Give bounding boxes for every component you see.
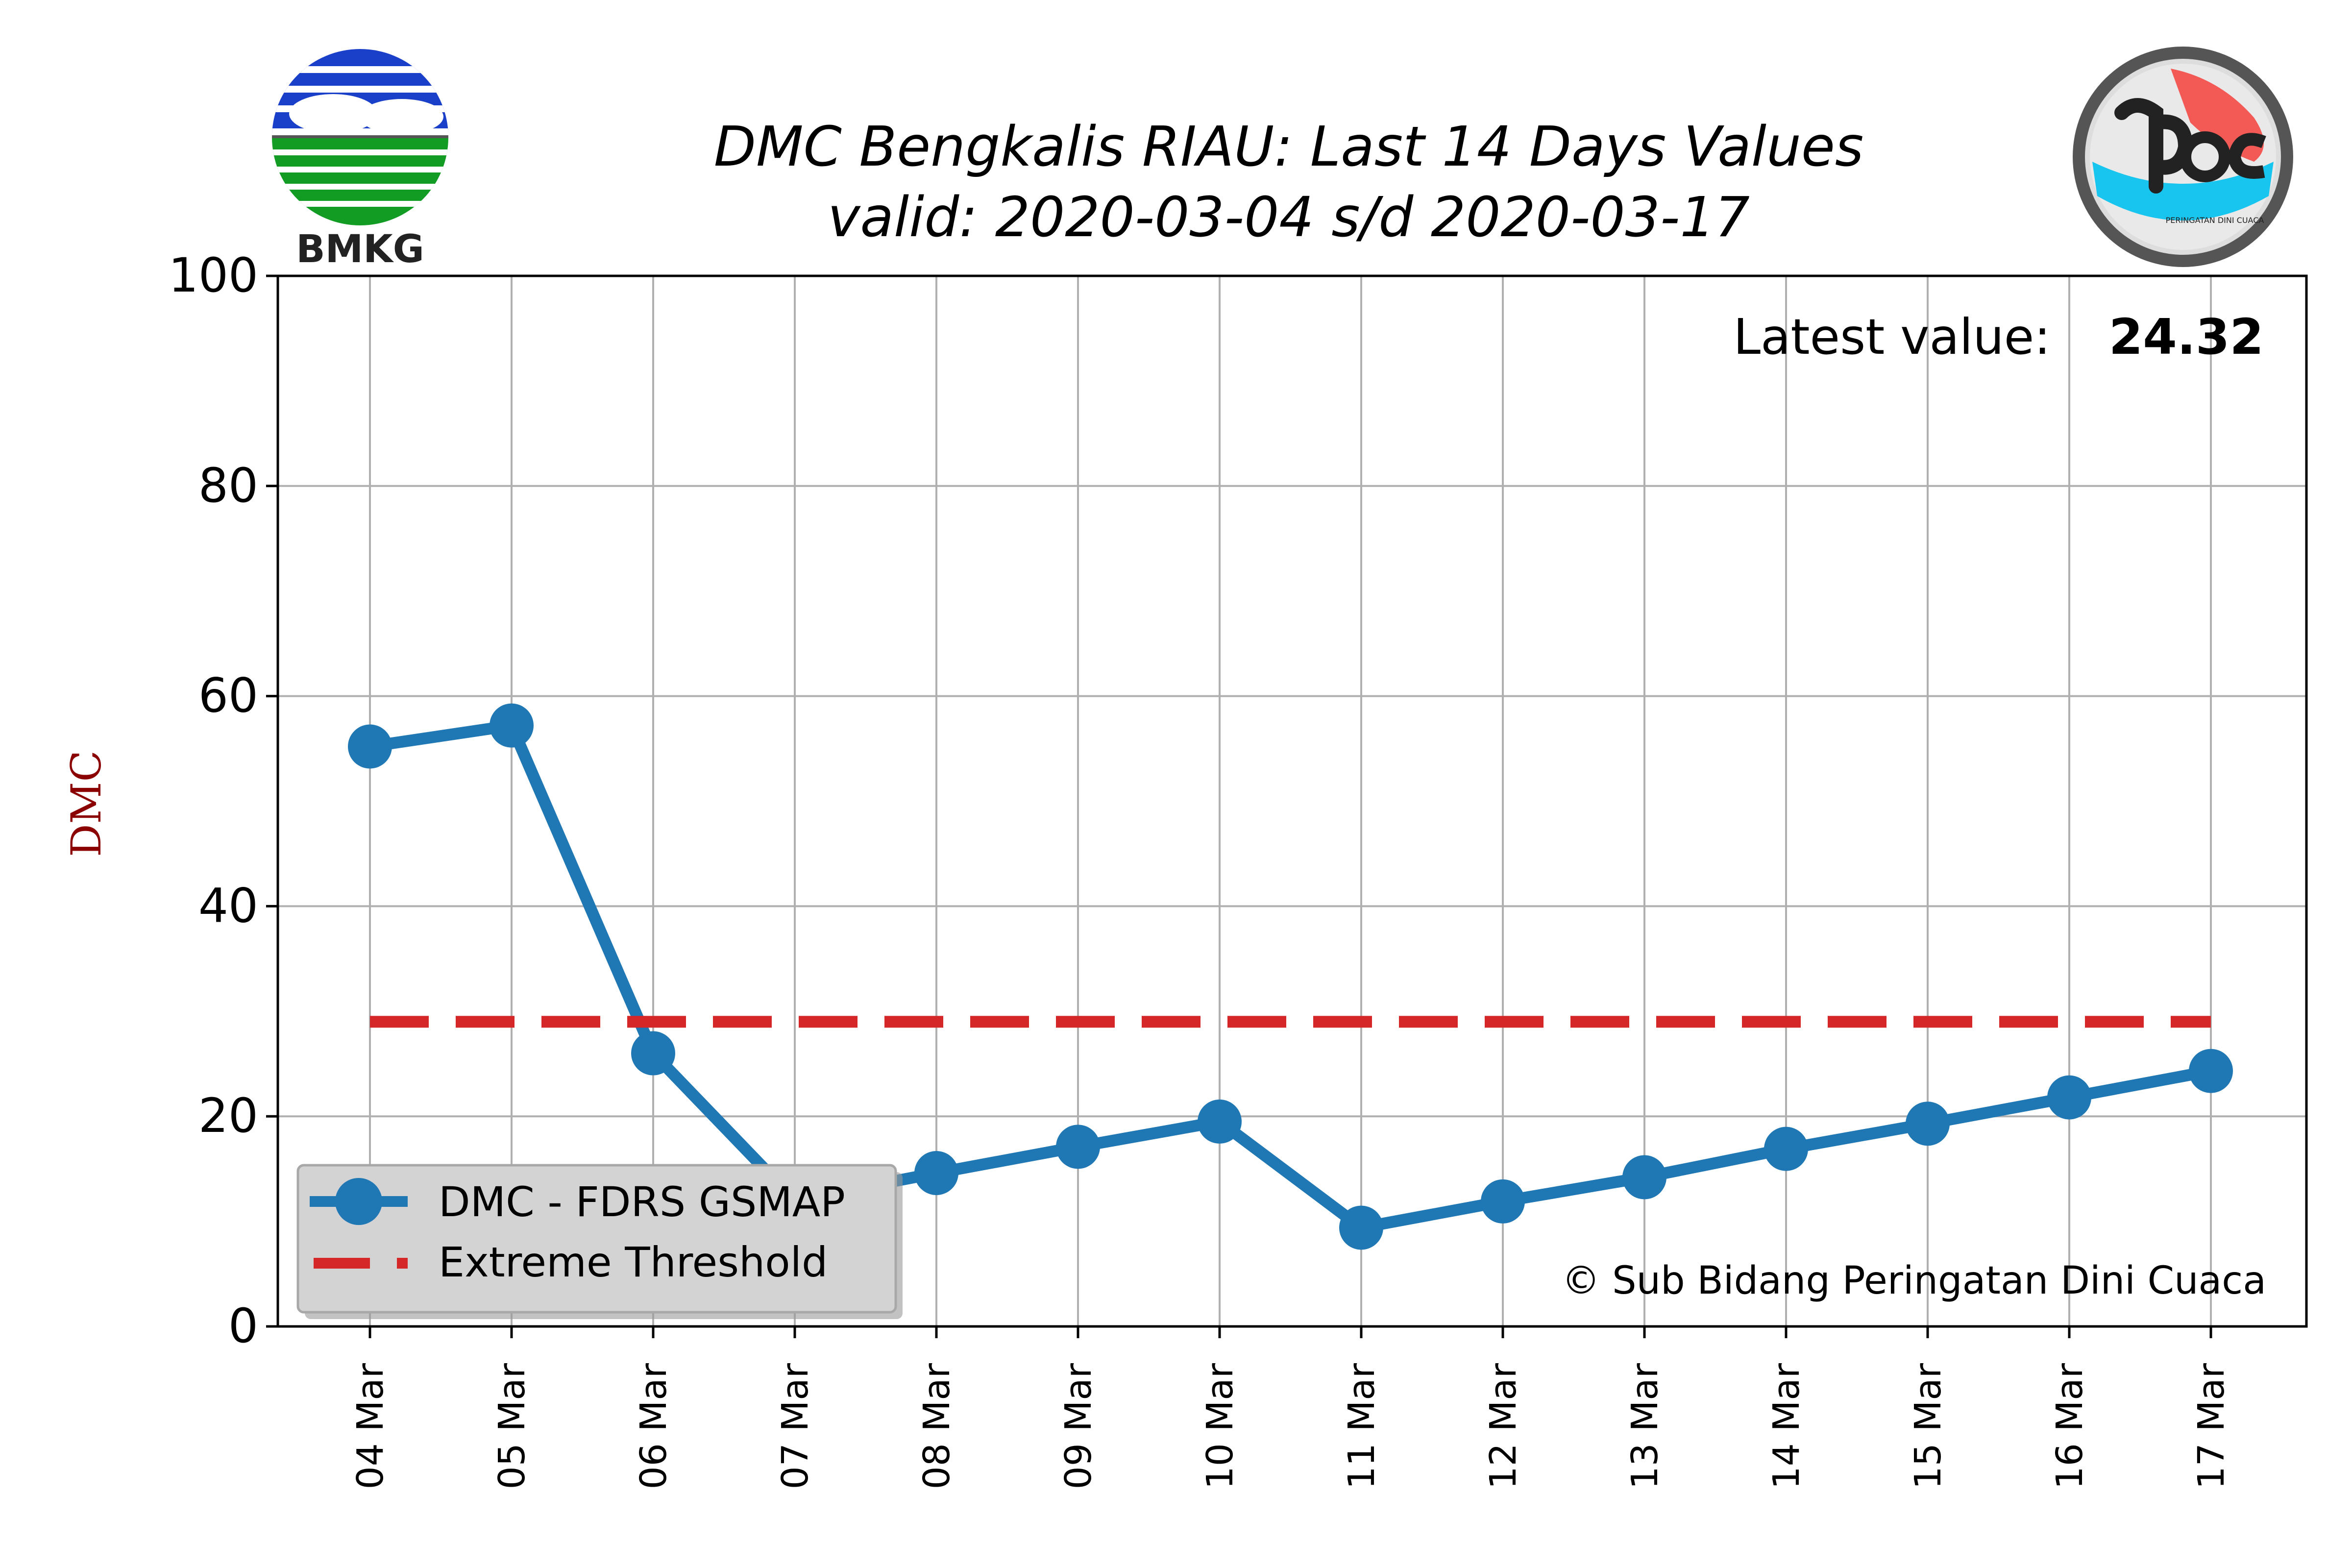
data-point-dmc xyxy=(1764,1127,1808,1171)
data-point-dmc xyxy=(2189,1049,2233,1093)
data-point-dmc xyxy=(348,724,392,769)
bmkg-logo-text: BMKG xyxy=(296,227,424,271)
data-point-dmc xyxy=(1906,1102,1950,1146)
x-tick-label: 14 Mar xyxy=(1765,1363,1808,1489)
x-tick-label: 06 Mar xyxy=(633,1363,675,1489)
data-point-dmc xyxy=(1481,1179,1525,1224)
chart-title: DMC Bengkalis RIAU: Last 14 Days Values xyxy=(714,115,1864,179)
latest-value-number: 24.32 xyxy=(2109,308,2264,366)
plot-frame xyxy=(276,274,2308,1328)
pdc-logo-text: PERINGATAN DINI CUACA xyxy=(2166,216,2264,225)
x-tick-label: 07 Mar xyxy=(774,1363,816,1489)
series-layer xyxy=(348,703,2233,1250)
x-tick-label: 15 Mar xyxy=(1907,1363,1949,1489)
y-axis-label: DMC xyxy=(62,750,110,857)
x-tick-label: 11 Mar xyxy=(1341,1363,1383,1489)
x-tick-label: 09 Mar xyxy=(1057,1363,1100,1489)
data-point-dmc xyxy=(490,703,534,748)
x-tick-label: 05 Mar xyxy=(491,1363,533,1489)
legend-marker-dmc xyxy=(335,1178,382,1225)
y-tick-label: 80 xyxy=(198,458,258,513)
data-point-dmc xyxy=(1339,1205,1383,1250)
y-tick-label: 20 xyxy=(198,1088,258,1143)
x-tick-label: 08 Mar xyxy=(916,1363,958,1489)
x-tick-label: 13 Mar xyxy=(1624,1363,1666,1489)
legend-label-threshold: Extreme Threshold xyxy=(439,1238,828,1286)
y-tick-label: 100 xyxy=(169,248,258,303)
data-point-dmc xyxy=(2047,1075,2091,1120)
y-tick-label: 60 xyxy=(198,668,258,723)
data-point-dmc xyxy=(631,1031,675,1076)
credit-text: © Sub Bidang Peringatan Dini Cuaca xyxy=(1562,1259,2266,1303)
x-tick-label: 10 Mar xyxy=(1199,1363,1241,1489)
x-tick-label: 16 Mar xyxy=(2049,1363,2091,1489)
data-point-dmc xyxy=(1056,1125,1100,1169)
latest-value-label: Latest value: xyxy=(1733,308,2051,366)
data-point-dmc xyxy=(1622,1155,1666,1200)
bmkg-logo: BMKG xyxy=(272,49,448,271)
legend-label-dmc: DMC - FDRS GSMAP xyxy=(439,1178,845,1226)
pdc-logo: PERINGATAN DINI CUACA xyxy=(2073,47,2293,267)
x-axis: 04 Mar 05 Mar 06 Mar 07 Mar 08 Mar 09 Mar 10 M… xyxy=(349,1326,2232,1489)
x-tick-label: 12 Mar xyxy=(1482,1363,1524,1489)
chart-subtitle: valid: 2020-03-04 s/d 2020-03-17 xyxy=(828,186,1750,249)
data-point-dmc xyxy=(914,1151,958,1195)
series-line-dmc xyxy=(369,719,2212,1234)
data-point-dmc xyxy=(1198,1099,1242,1144)
y-tick-label: 40 xyxy=(198,878,258,933)
legend: DMC - FDRS GSMAP Extreme Threshold xyxy=(296,1164,903,1319)
x-tick-label: 17 Mar xyxy=(2190,1363,2232,1489)
y-tick-label: 0 xyxy=(228,1298,258,1353)
y-axis: 0 20 40 60 80 100 xyxy=(169,248,278,1353)
x-tick-label: 04 Mar xyxy=(349,1363,392,1489)
